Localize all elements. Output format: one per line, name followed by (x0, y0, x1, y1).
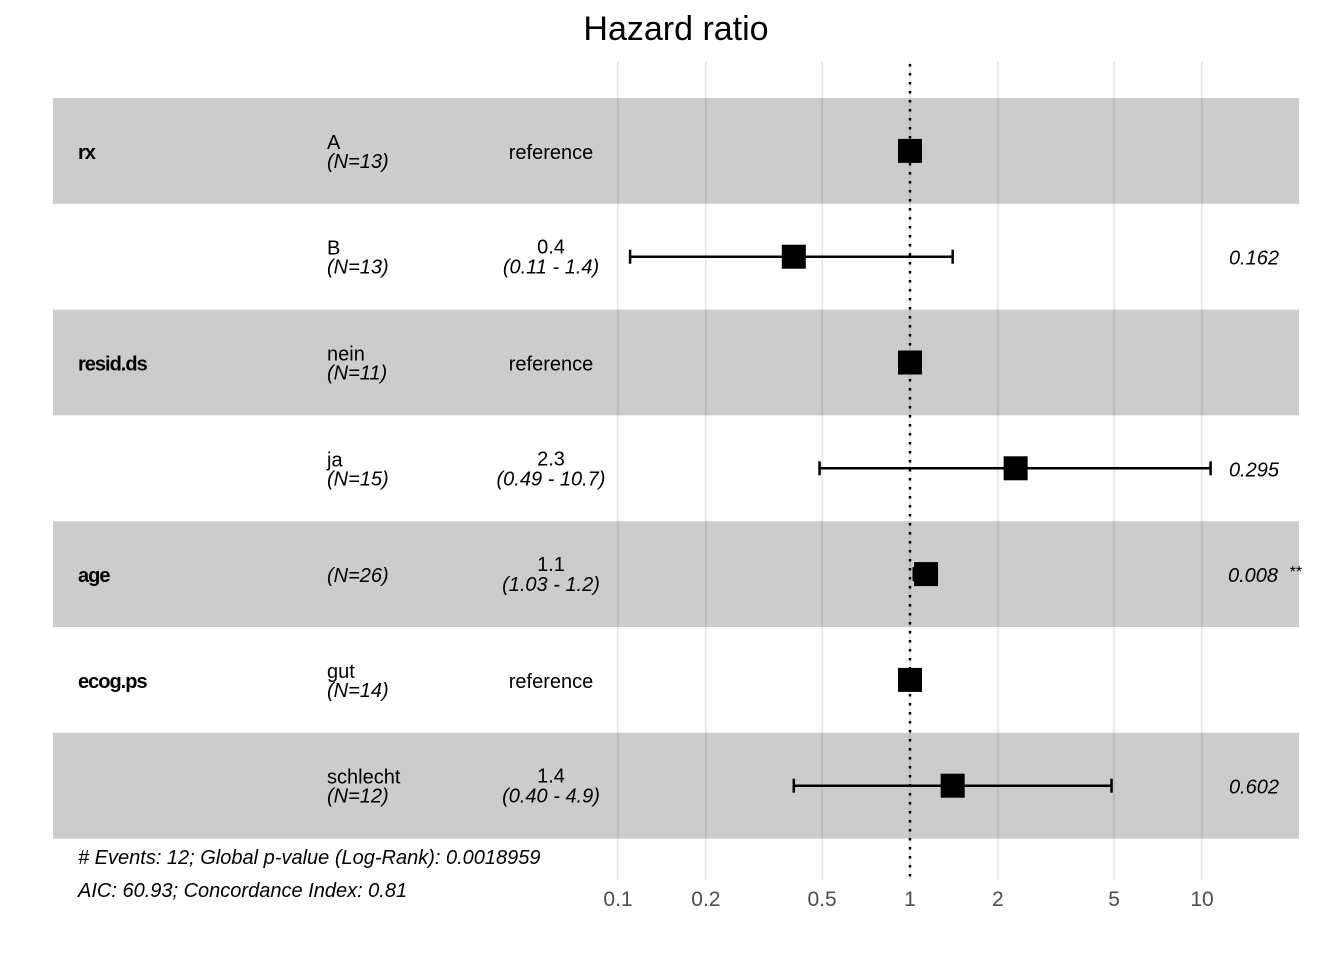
p-value: 0.295 (1229, 459, 1280, 481)
table-row: rx A(N=13) reference (78, 132, 922, 173)
variable-label: rx (78, 142, 96, 164)
estimate-label: 0.4 (537, 237, 565, 259)
x-tick-label: 0.1 (603, 888, 632, 911)
variable-label: age (78, 565, 110, 587)
gridlines (617, 62, 1203, 880)
n-label: (N=26) (327, 565, 389, 587)
x-axis: 0.1 0.2 0.5 1 2 5 10 (603, 888, 1213, 911)
table-row: B(N=13) 0.4(0.11 - 1.4) 0.162 (327, 237, 1279, 279)
table-row: age (N=26) 1.1(1.03 - 1.2) 0.008 ** (78, 554, 1302, 596)
ci-label: (0.40 - 4.9) (502, 786, 600, 808)
hazard-ratio-point (1003, 456, 1028, 481)
row-band (53, 98, 1299, 204)
level-label: nein (327, 344, 365, 366)
ci-label: (1.03 - 1.2) (502, 574, 600, 596)
table-row: ja(N=15) 2.3(0.49 - 10.7) 0.295 (326, 448, 1280, 490)
p-value: 0.162 (1229, 248, 1279, 270)
ci-label: (0.11 - 1.4) (503, 257, 599, 279)
row-bands (53, 98, 1299, 839)
ci-label: (0.49 - 10.7) (497, 468, 606, 490)
p-value: 0.602 (1229, 777, 1279, 799)
row-band (53, 521, 1299, 627)
estimate-label: 1.4 (537, 766, 565, 788)
n-label: (N=13) (327, 151, 389, 173)
estimate-label: reference (509, 671, 594, 693)
table-row: schlecht(N=12) 1.4(0.40 - 4.9) 0.602 (327, 766, 1279, 808)
n-label: (N=14) (327, 680, 389, 702)
table-row: ecog.ps gut(N=14) reference (78, 661, 922, 702)
variable-label: ecog.ps (78, 671, 147, 693)
row-band (53, 309, 1299, 416)
x-tick-label: 10 (1190, 888, 1213, 911)
hazard-ratio-point (898, 138, 922, 163)
level-label: A (327, 132, 341, 154)
p-value: 0.008 (1228, 565, 1278, 587)
table-row: resid.ds nein(N=11) reference (78, 344, 922, 385)
significance-stars: ** (1289, 564, 1302, 581)
level-label: schlecht (327, 767, 401, 789)
footnote-aic: AIC: 60.93; Concordance Index: 0.81 (77, 880, 407, 902)
hazard-ratio-point (898, 667, 922, 692)
level-label: ja (326, 449, 343, 471)
hazard-ratio-point (898, 350, 922, 375)
n-label: (N=12) (327, 786, 389, 808)
x-tick-label: 5 (1108, 888, 1120, 911)
x-tick-label: 0.2 (691, 888, 720, 911)
variable-label: resid.ds (78, 354, 148, 376)
hazard-ratio-point (914, 562, 939, 587)
footnote-events: # Events: 12; Global p-value (Log-Rank):… (78, 847, 541, 869)
n-label: (N=11) (327, 363, 387, 385)
n-label: (N=13) (327, 257, 389, 279)
chart-title: Hazard ratio (583, 10, 768, 48)
hazard-ratio-point (781, 244, 806, 269)
estimate-label: reference (509, 354, 594, 376)
n-label: (N=15) (327, 468, 389, 490)
estimate-label: 2.3 (537, 448, 565, 470)
level-label: B (327, 238, 340, 260)
x-tick-label: 0.5 (807, 888, 836, 911)
estimate-label: reference (509, 142, 594, 164)
estimate-label: 1.1 (537, 554, 565, 576)
x-tick-label: 1 (904, 888, 916, 911)
hazard-ratio-point (940, 773, 965, 798)
level-label: gut (327, 661, 355, 683)
x-tick-label: 2 (992, 888, 1004, 911)
